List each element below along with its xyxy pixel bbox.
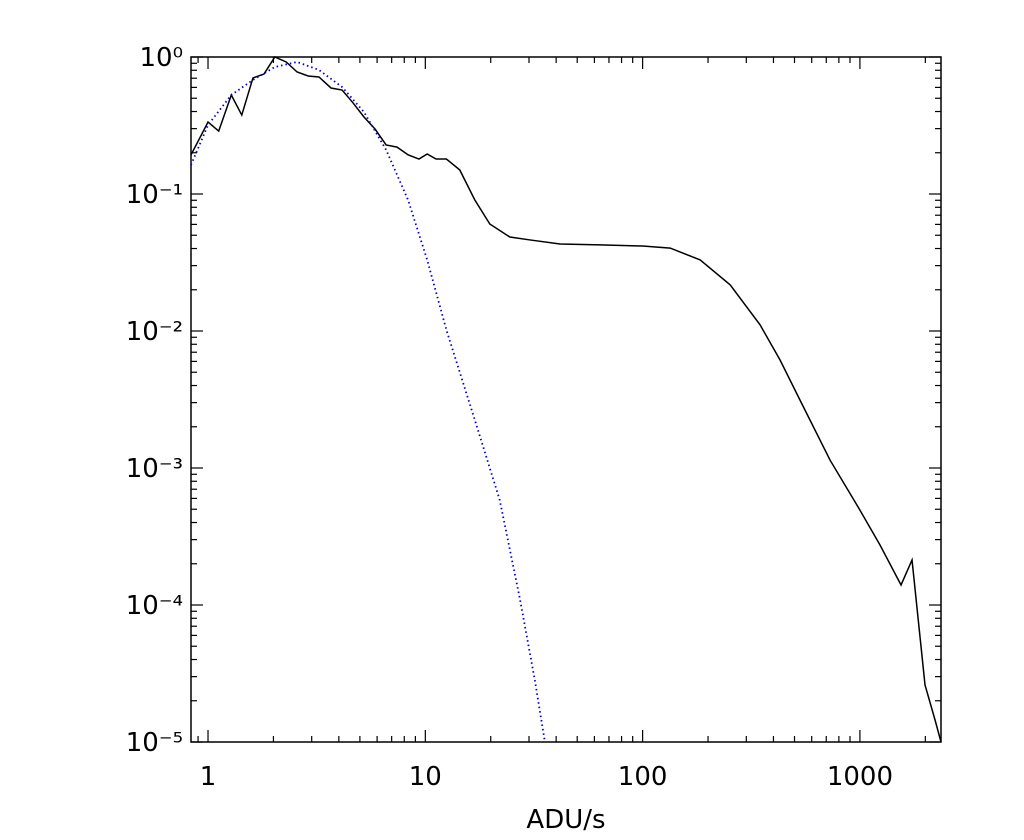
y-tick-label: 10⁻¹ — [126, 180, 183, 210]
y-tick-label: 10⁰ — [139, 43, 183, 73]
x-axis-label: ADU/s — [526, 805, 605, 835]
x-tick-label: 100 — [618, 762, 668, 792]
y-tick-label: 10⁻⁴ — [126, 591, 183, 621]
x-tick-label: 10 — [409, 762, 442, 792]
y-tick-label: 10⁻² — [126, 317, 183, 347]
data-line — [190, 56, 942, 743]
y-tick-label: 10⁻³ — [126, 454, 183, 484]
data-line — [190, 61, 546, 743]
x-tick-label: 1 — [200, 762, 217, 792]
plot-frame — [190, 56, 942, 743]
x-tick-label: 1000 — [827, 762, 893, 792]
y-tick-label: 10⁻⁵ — [126, 728, 183, 758]
